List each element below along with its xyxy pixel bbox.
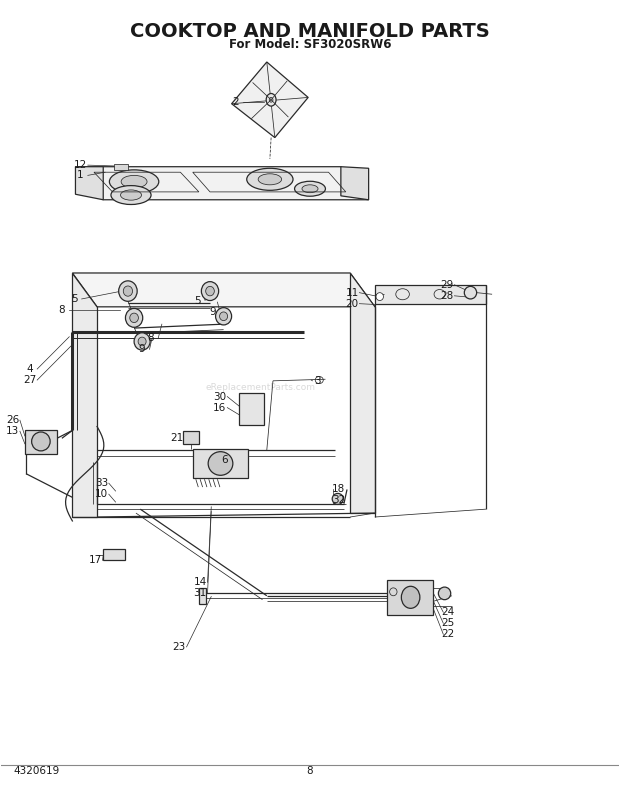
- Text: 24: 24: [441, 608, 455, 617]
- Text: 9: 9: [209, 307, 216, 317]
- Ellipse shape: [219, 312, 228, 321]
- Text: 6: 6: [221, 455, 228, 465]
- Ellipse shape: [401, 586, 420, 608]
- Ellipse shape: [134, 333, 150, 350]
- Text: 13: 13: [6, 427, 19, 436]
- Polygon shape: [232, 62, 308, 137]
- Text: 5: 5: [71, 294, 78, 304]
- Text: 4: 4: [27, 364, 33, 374]
- Ellipse shape: [464, 286, 477, 299]
- Text: 16: 16: [213, 403, 226, 412]
- Ellipse shape: [130, 313, 138, 322]
- Text: 18: 18: [332, 484, 345, 495]
- Text: 11: 11: [345, 288, 358, 298]
- Text: 1: 1: [77, 171, 84, 180]
- Polygon shape: [184, 431, 199, 444]
- Text: 31: 31: [193, 589, 206, 598]
- Ellipse shape: [216, 307, 232, 325]
- Text: 4320619: 4320619: [14, 766, 60, 777]
- Ellipse shape: [266, 93, 276, 106]
- Ellipse shape: [111, 186, 151, 205]
- Text: eReplacementParts.com: eReplacementParts.com: [206, 382, 316, 392]
- Polygon shape: [73, 273, 375, 307]
- Text: For Model: SF3020SRW6: For Model: SF3020SRW6: [229, 38, 391, 51]
- Text: 27: 27: [23, 375, 37, 385]
- Text: 28: 28: [440, 291, 454, 301]
- Text: 25: 25: [441, 619, 455, 628]
- Ellipse shape: [202, 282, 219, 300]
- Text: 14: 14: [193, 577, 206, 587]
- Text: 22: 22: [441, 630, 455, 639]
- Text: 8: 8: [58, 305, 65, 315]
- Polygon shape: [341, 167, 369, 200]
- Text: 9: 9: [139, 344, 146, 355]
- Text: 8: 8: [148, 333, 154, 344]
- Text: COOKTOP AND MANIFOLD PARTS: COOKTOP AND MANIFOLD PARTS: [130, 22, 490, 41]
- Text: 29: 29: [440, 280, 454, 290]
- Ellipse shape: [138, 337, 146, 346]
- Ellipse shape: [206, 286, 215, 295]
- Ellipse shape: [438, 587, 451, 600]
- Text: 10: 10: [95, 489, 108, 499]
- Text: 33: 33: [95, 478, 108, 488]
- Ellipse shape: [118, 281, 137, 301]
- Ellipse shape: [208, 452, 233, 476]
- Polygon shape: [25, 430, 57, 454]
- Polygon shape: [239, 393, 264, 425]
- Text: 20: 20: [345, 299, 358, 309]
- Ellipse shape: [302, 185, 318, 193]
- Polygon shape: [193, 449, 248, 478]
- Polygon shape: [199, 588, 206, 604]
- Ellipse shape: [332, 494, 343, 505]
- Polygon shape: [73, 273, 97, 517]
- Text: 17: 17: [89, 555, 102, 566]
- Polygon shape: [104, 548, 125, 560]
- Ellipse shape: [376, 292, 383, 300]
- Ellipse shape: [247, 168, 293, 190]
- Ellipse shape: [125, 308, 143, 327]
- Polygon shape: [375, 284, 486, 304]
- Ellipse shape: [258, 174, 281, 185]
- Polygon shape: [113, 164, 128, 170]
- Ellipse shape: [120, 190, 141, 200]
- Polygon shape: [387, 580, 433, 615]
- Text: 5: 5: [194, 295, 201, 306]
- Ellipse shape: [109, 170, 159, 194]
- Text: 30: 30: [213, 392, 226, 401]
- Text: 26: 26: [6, 416, 19, 425]
- Text: 2: 2: [232, 97, 239, 107]
- Ellipse shape: [32, 432, 50, 451]
- Text: 21: 21: [170, 433, 184, 443]
- Text: 32: 32: [332, 495, 345, 506]
- Text: 23: 23: [172, 642, 186, 652]
- Ellipse shape: [294, 181, 326, 196]
- Polygon shape: [76, 167, 104, 200]
- Ellipse shape: [269, 97, 273, 102]
- Ellipse shape: [123, 286, 133, 296]
- Text: 3: 3: [314, 376, 321, 386]
- Polygon shape: [350, 273, 375, 513]
- Ellipse shape: [121, 175, 147, 188]
- Text: 8: 8: [307, 766, 313, 777]
- Polygon shape: [76, 167, 369, 200]
- Text: 12: 12: [74, 160, 87, 170]
